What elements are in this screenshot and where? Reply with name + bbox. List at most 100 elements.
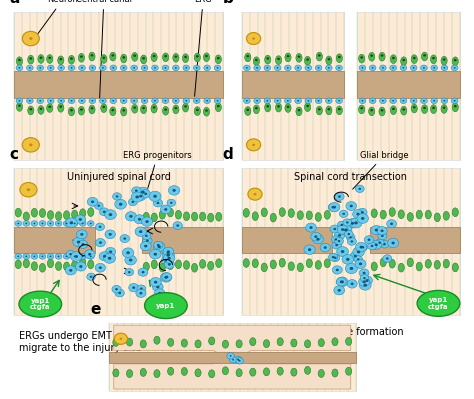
Ellipse shape: [121, 54, 127, 63]
Circle shape: [91, 54, 93, 57]
Circle shape: [69, 269, 73, 272]
Circle shape: [153, 106, 155, 109]
Circle shape: [82, 223, 83, 224]
Circle shape: [372, 100, 374, 102]
Circle shape: [236, 358, 244, 364]
Ellipse shape: [208, 213, 214, 222]
Circle shape: [357, 213, 368, 223]
Ellipse shape: [250, 368, 256, 376]
Circle shape: [23, 221, 29, 226]
Ellipse shape: [434, 261, 440, 269]
Circle shape: [363, 280, 366, 283]
Circle shape: [239, 360, 241, 361]
Circle shape: [163, 253, 175, 263]
Circle shape: [287, 55, 290, 57]
Circle shape: [266, 67, 268, 69]
Circle shape: [338, 196, 341, 198]
Circle shape: [125, 255, 137, 265]
Circle shape: [244, 65, 250, 71]
Circle shape: [306, 105, 309, 107]
Ellipse shape: [58, 103, 64, 112]
Circle shape: [99, 226, 101, 228]
Circle shape: [29, 108, 32, 111]
Ellipse shape: [261, 208, 267, 217]
Text: Spinal cord transection: Spinal cord transection: [294, 172, 407, 182]
Circle shape: [238, 359, 240, 361]
Circle shape: [137, 285, 146, 292]
Circle shape: [144, 67, 146, 69]
Circle shape: [413, 57, 416, 59]
Circle shape: [68, 65, 75, 71]
Ellipse shape: [143, 212, 149, 221]
Circle shape: [328, 108, 330, 111]
Circle shape: [162, 98, 169, 104]
Ellipse shape: [167, 208, 173, 217]
Circle shape: [392, 241, 395, 245]
Ellipse shape: [140, 55, 146, 64]
Circle shape: [115, 200, 127, 209]
Circle shape: [29, 143, 33, 146]
Circle shape: [25, 256, 27, 257]
Circle shape: [287, 106, 290, 108]
Circle shape: [402, 100, 404, 102]
Circle shape: [423, 100, 425, 102]
Ellipse shape: [163, 53, 169, 62]
Circle shape: [336, 278, 346, 286]
Circle shape: [149, 249, 161, 259]
Circle shape: [110, 98, 117, 104]
Circle shape: [381, 235, 384, 237]
Circle shape: [84, 250, 95, 259]
Circle shape: [441, 65, 448, 71]
Ellipse shape: [154, 336, 160, 344]
Ellipse shape: [252, 212, 258, 221]
Ellipse shape: [194, 107, 201, 116]
Circle shape: [127, 251, 130, 254]
Circle shape: [334, 231, 345, 240]
Circle shape: [193, 65, 200, 71]
Circle shape: [64, 221, 70, 226]
Ellipse shape: [318, 369, 324, 377]
Circle shape: [357, 208, 367, 216]
Ellipse shape: [47, 259, 54, 268]
Circle shape: [118, 292, 121, 294]
Circle shape: [252, 38, 255, 40]
Circle shape: [246, 139, 261, 151]
Circle shape: [410, 98, 417, 104]
Circle shape: [354, 256, 363, 263]
Circle shape: [336, 269, 339, 271]
Circle shape: [340, 280, 343, 283]
Circle shape: [381, 109, 383, 111]
Ellipse shape: [175, 210, 182, 219]
Circle shape: [164, 55, 167, 57]
Circle shape: [164, 208, 167, 211]
Circle shape: [78, 240, 88, 249]
Ellipse shape: [252, 259, 258, 268]
Circle shape: [364, 236, 374, 244]
Circle shape: [287, 100, 289, 102]
Circle shape: [367, 242, 377, 250]
Ellipse shape: [145, 292, 187, 318]
Circle shape: [362, 100, 364, 102]
Ellipse shape: [369, 107, 375, 116]
Ellipse shape: [222, 367, 228, 375]
Circle shape: [103, 211, 106, 213]
Circle shape: [304, 245, 315, 255]
Ellipse shape: [389, 208, 395, 217]
Circle shape: [79, 265, 82, 268]
Circle shape: [129, 283, 139, 292]
Circle shape: [79, 221, 86, 226]
Ellipse shape: [181, 367, 187, 375]
Ellipse shape: [15, 208, 21, 217]
Circle shape: [360, 56, 363, 59]
Circle shape: [335, 238, 337, 241]
Circle shape: [361, 211, 364, 213]
Ellipse shape: [277, 367, 283, 375]
Circle shape: [58, 223, 60, 224]
Circle shape: [295, 98, 301, 104]
Circle shape: [338, 56, 341, 58]
Circle shape: [358, 188, 361, 190]
Ellipse shape: [175, 260, 182, 269]
Circle shape: [139, 195, 142, 198]
Circle shape: [196, 55, 199, 57]
Ellipse shape: [31, 208, 37, 217]
